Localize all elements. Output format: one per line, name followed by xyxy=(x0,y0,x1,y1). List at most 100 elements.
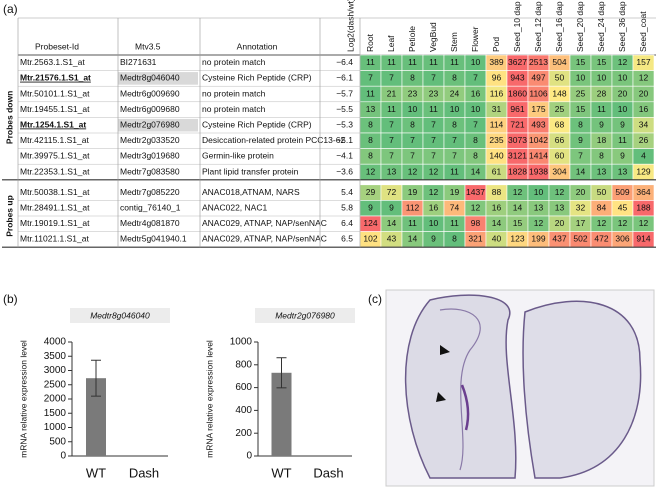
cell-value: 10 xyxy=(576,73,586,83)
cell-value: 14 xyxy=(492,218,502,228)
cell-value: 114 xyxy=(490,119,504,129)
cell-value: 20 xyxy=(576,187,586,197)
annotation: Germin-like protein xyxy=(202,151,274,161)
cell-value: 364 xyxy=(636,187,650,197)
column-header: Petiole xyxy=(407,26,417,52)
log2-ratio: −5.3 xyxy=(336,119,353,129)
cell-value: 98 xyxy=(471,218,481,228)
cell-value: 7 xyxy=(410,135,415,145)
y-axis-label: mRNA relative expression level xyxy=(204,340,214,458)
gene-id: Medtr4g081870 xyxy=(120,218,180,228)
cell-value: 2513 xyxy=(529,57,548,67)
gene-id: Medtr2g033520 xyxy=(120,135,180,145)
cell-value: 45 xyxy=(618,202,628,212)
cell-value: 68 xyxy=(555,119,565,129)
cell-value: 7 xyxy=(431,135,436,145)
cell-value: 66 xyxy=(555,135,565,145)
cell-value: 8 xyxy=(410,73,415,83)
cell-value: 50 xyxy=(555,73,565,83)
cell-value: 1437 xyxy=(466,187,485,197)
cell-value: 12 xyxy=(534,218,544,228)
column-header: Seed_10 dap xyxy=(512,1,522,52)
column-header: VegBud xyxy=(428,22,438,52)
cell-value: 14 xyxy=(387,218,397,228)
cell-value: 235 xyxy=(489,135,503,145)
probe-id: Mtr.21576.1.S1_at xyxy=(20,73,91,83)
cell-value: 13 xyxy=(597,166,607,176)
bar xyxy=(86,378,106,456)
cell-value: 13 xyxy=(618,166,628,176)
cell-value: 14 xyxy=(471,166,481,176)
cell-value: 8 xyxy=(473,135,478,145)
cell-value: 16 xyxy=(429,202,439,212)
cell-value: 12 xyxy=(513,187,523,197)
cell-value: 15 xyxy=(597,57,607,67)
cell-value: 1106 xyxy=(529,88,548,98)
cell-value: 321 xyxy=(468,234,482,244)
y-tick-label: 800 xyxy=(235,359,252,370)
cell-value: 9 xyxy=(431,234,436,244)
column-header: Seed_20 dap xyxy=(575,1,585,52)
cell-value: 11 xyxy=(429,104,438,114)
cell-value: 12 xyxy=(471,202,481,212)
cell-value: 8 xyxy=(473,151,478,161)
cell-value: 157 xyxy=(636,57,650,67)
cell-value: 493 xyxy=(531,119,545,129)
log2-ratio: −5.7 xyxy=(336,88,353,98)
x-tick-label: WT xyxy=(86,465,106,480)
cell-value: 72 xyxy=(387,187,397,197)
cell-value: 175 xyxy=(531,104,545,114)
cell-value: 8 xyxy=(410,119,415,129)
cell-value: 31 xyxy=(492,104,502,114)
cell-value: 17 xyxy=(576,218,586,228)
cell-value: 7 xyxy=(431,119,436,129)
cell-value: 96 xyxy=(492,73,502,83)
seed-section xyxy=(522,300,642,479)
column-header: Seed_36 dap xyxy=(617,1,627,52)
cell-value: 23 xyxy=(408,88,418,98)
probe-id: Mtr.42115.1.S1_at xyxy=(20,135,89,145)
gene-id: Medtr7g085220 xyxy=(120,187,180,197)
cell-value: 15 xyxy=(576,104,586,114)
cell-value: 11 xyxy=(366,57,375,67)
annotation: ANAC029, ATNAP, NAP/senNAC xyxy=(202,234,327,244)
probe-id: Mtr.11021.1.S1_at xyxy=(20,234,89,244)
cell-value: 10 xyxy=(618,73,628,83)
column-header: Root xyxy=(365,33,375,52)
cell-value: 19 xyxy=(450,187,460,197)
y-tick-label: 2500 xyxy=(44,379,67,390)
cell-value: 497 xyxy=(531,73,545,83)
cell-value: 9 xyxy=(368,202,373,212)
cell-value: 16 xyxy=(639,104,649,114)
cell-value: 12 xyxy=(429,166,439,176)
cell-value: 32 xyxy=(576,202,586,212)
cell-value: 721 xyxy=(510,119,524,129)
cell-value: 16 xyxy=(471,88,481,98)
probe-id: Mtr.22353.1.S1_at xyxy=(20,166,90,176)
cell-value: 8 xyxy=(452,119,457,129)
cell-value: 20 xyxy=(618,88,628,98)
micrographs xyxy=(385,289,655,487)
log2-ratio: 5.8 xyxy=(341,202,353,212)
y-tick-label: 3000 xyxy=(44,365,67,376)
column-header: Seed_16 dap xyxy=(554,1,564,52)
cell-value: 9 xyxy=(599,119,604,129)
cell-value: 116 xyxy=(490,88,504,98)
cell-value: 129 xyxy=(636,166,650,176)
cell-value: 9 xyxy=(620,119,625,129)
column-header: Flower xyxy=(470,26,480,52)
cell-value: 7 xyxy=(389,119,394,129)
cell-value: 11 xyxy=(597,104,606,114)
column-header: Seed_24 dap xyxy=(596,1,606,52)
probe-id: Mtr.19455.1.S1_at xyxy=(20,104,90,114)
cell-value: 20 xyxy=(555,218,565,228)
cell-value: 7 xyxy=(389,151,394,161)
gene-id: Medtr6g009690 xyxy=(120,88,180,98)
cell-value: 28 xyxy=(597,88,607,98)
cell-value: 112 xyxy=(406,202,420,212)
arrowhead xyxy=(436,392,446,402)
cell-value: 25 xyxy=(555,104,565,114)
panel-label: (c) xyxy=(368,292,382,306)
error-bar xyxy=(276,357,287,389)
cell-value: 43 xyxy=(387,234,397,244)
